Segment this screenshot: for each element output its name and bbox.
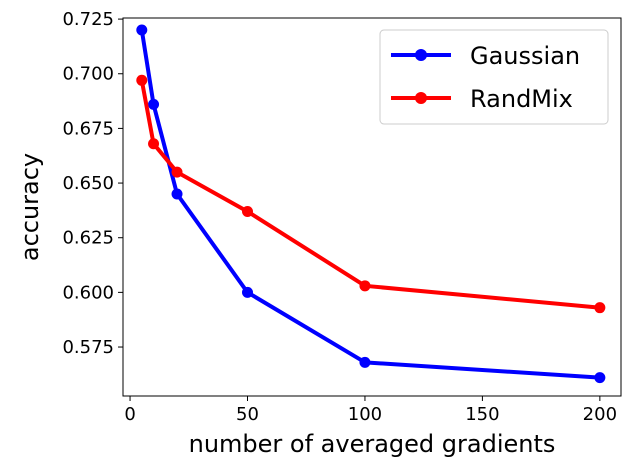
data-point-randmix — [594, 302, 606, 314]
data-point-gaussian — [148, 98, 160, 110]
data-point-gaussian — [136, 24, 148, 36]
plot-frame — [122, 17, 622, 397]
data-point-randmix — [242, 205, 253, 217]
legend-item-randmix: RandMix — [391, 85, 573, 113]
x-tick-label: 200 — [583, 404, 617, 425]
x-axis-label: number of averaged gradients — [189, 430, 556, 458]
data-point-randmix — [359, 280, 371, 292]
series-randmix — [136, 74, 606, 314]
y-tick-label: 0.600 — [62, 282, 114, 303]
legend: Gaussian RandMix — [379, 29, 609, 125]
legend-item-gaussian: Gaussian — [391, 42, 580, 70]
legend-label-randmix: RandMix — [470, 85, 573, 113]
legend-marker-randmix — [415, 92, 427, 104]
x-axis-ticks: 0 50 100 150 200 — [124, 396, 617, 425]
data-point-randmix — [148, 138, 160, 150]
data-point-gaussian — [594, 372, 606, 384]
data-point-gaussian — [171, 188, 183, 200]
series-line-randmix — [139, 77, 603, 310]
series-line-gaussian — [139, 27, 602, 380]
y-axis-label: accuracy — [16, 153, 44, 261]
x-tick-label: 100 — [348, 404, 382, 425]
series-gaussian — [136, 24, 606, 384]
x-tick-label: 0 — [124, 404, 135, 425]
x-tick-label: 150 — [465, 404, 499, 425]
data-point-randmix — [136, 74, 148, 86]
legend-marker-gaussian — [415, 49, 427, 61]
data-point-gaussian — [359, 356, 371, 368]
data-point-gaussian — [242, 286, 253, 298]
data-point-randmix — [171, 166, 183, 178]
y-tick-label: 0.675 — [62, 118, 114, 139]
legend-items: Gaussian RandMix — [391, 42, 580, 113]
y-tick-label: 0.575 — [62, 337, 114, 358]
legend-label-gaussian: Gaussian — [470, 42, 580, 70]
y-axis-ticks: 0.575 0.600 0.625 0.650 0.675 0.700 0.725 — [62, 9, 123, 358]
x-tick-label: 50 — [236, 404, 259, 425]
y-tick-label: 0.650 — [62, 173, 114, 194]
series-layer — [136, 24, 606, 384]
y-tick-label: 0.625 — [62, 228, 114, 249]
y-tick-label: 0.725 — [62, 9, 114, 30]
y-tick-label: 0.700 — [62, 64, 114, 85]
